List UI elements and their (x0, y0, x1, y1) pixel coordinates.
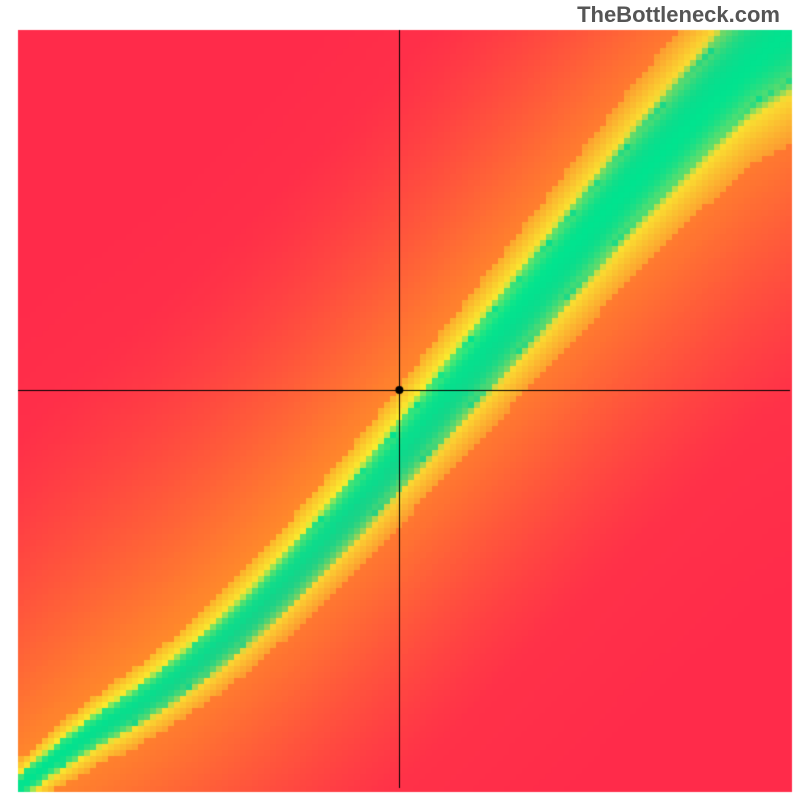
heatmap-canvas (0, 0, 800, 800)
chart-container: TheBottleneck.com (0, 0, 800, 800)
watermark-text: TheBottleneck.com (577, 2, 780, 28)
